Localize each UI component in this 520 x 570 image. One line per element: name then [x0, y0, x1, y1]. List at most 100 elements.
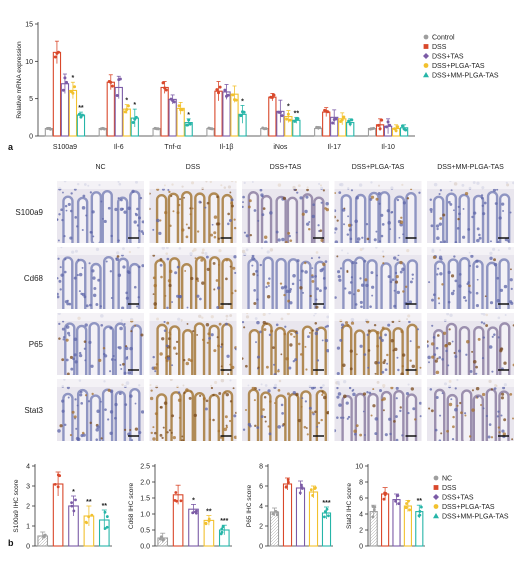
nucleus [232, 387, 235, 390]
legend-label: DSS+MM-PLGA-TAS [432, 73, 499, 80]
nucleus [292, 390, 296, 395]
nucleus [174, 271, 178, 275]
y-tick-label: 5 [29, 96, 33, 103]
nucleus [351, 389, 354, 392]
nucleus [363, 259, 367, 263]
nucleus [461, 235, 466, 239]
nucleus [476, 227, 480, 231]
data-point [275, 513, 279, 517]
nucleus [493, 387, 497, 390]
nucleus [212, 393, 215, 397]
nucleus [454, 408, 458, 412]
nucleus [397, 368, 400, 372]
nucleus [60, 273, 64, 277]
nucleus [110, 234, 113, 238]
lumen [149, 313, 237, 321]
nucleus [467, 227, 471, 231]
nucleus [73, 276, 77, 280]
nucleus [114, 207, 118, 212]
nucleus [219, 306, 224, 309]
data-point [285, 117, 289, 121]
nucleus [57, 239, 60, 242]
nucleus [338, 278, 342, 282]
crypt [341, 324, 353, 375]
nucleus [277, 238, 281, 242]
data-point [161, 538, 165, 542]
nucleus [267, 389, 271, 393]
nucleus [305, 368, 308, 371]
nucleus [442, 213, 446, 217]
nucleus [435, 224, 440, 228]
nucleus [376, 344, 380, 348]
nucleus [484, 295, 487, 298]
tissue [427, 247, 514, 309]
x-tick-label: Il-10 [381, 144, 395, 151]
nucleus [502, 209, 505, 212]
nucleus [405, 392, 410, 396]
nucleus [470, 254, 474, 258]
crypt [75, 258, 87, 309]
nucleus [67, 202, 71, 207]
nucleus [134, 324, 137, 327]
nucleus [64, 270, 67, 274]
nucleus [277, 425, 282, 429]
nucleus [447, 364, 450, 367]
nucleus [207, 332, 211, 336]
nucleus [507, 240, 510, 243]
nucleus [453, 255, 456, 258]
nucleus [78, 290, 81, 293]
nucleus [452, 415, 455, 419]
y-tick-label: 2 [26, 504, 30, 511]
nucleus [471, 408, 475, 412]
y-tick-label: 8 [259, 464, 263, 471]
bar [403, 505, 412, 547]
nucleus [109, 326, 113, 330]
crypt [472, 394, 484, 441]
ihc-score-chart: 0 2 4 6 8 P65 IHC score *** [246, 464, 333, 551]
data-point [334, 117, 338, 121]
data-point [394, 129, 398, 133]
nucleus [321, 393, 324, 396]
nucleus [512, 363, 514, 367]
nucleus [136, 207, 139, 211]
nucleus [159, 405, 163, 409]
significance-mark: * [72, 75, 75, 82]
nucleus [251, 254, 255, 258]
nucleus [95, 438, 99, 441]
nucleus [359, 344, 363, 348]
nucleus [377, 192, 381, 195]
nucleus [67, 396, 70, 399]
nucleus [210, 386, 214, 390]
nucleus [152, 426, 155, 429]
crypt [154, 259, 166, 309]
nucleus [131, 189, 135, 194]
bar [188, 508, 199, 547]
nucleus [349, 237, 353, 241]
lumen [242, 379, 329, 387]
nucleus [58, 322, 61, 326]
nucleus [336, 270, 341, 274]
nucleus [387, 323, 391, 327]
nucleus [60, 208, 63, 212]
crypt [354, 256, 366, 309]
nucleus [454, 355, 458, 359]
nucleus [482, 336, 486, 339]
data-point [271, 512, 275, 516]
nucleus [213, 349, 217, 353]
nucleus [458, 284, 462, 288]
nucleus [77, 258, 80, 261]
nucleus [272, 346, 275, 349]
data-point [396, 125, 400, 129]
x-tick-label: iNos [273, 144, 288, 151]
data-point [382, 497, 386, 501]
nucleus [355, 424, 359, 428]
nucleus [205, 399, 209, 403]
crypt [90, 262, 102, 309]
nucleus [498, 216, 502, 220]
data-point [164, 88, 168, 92]
nucleus [263, 328, 267, 331]
nucleus [84, 359, 87, 362]
nucleus [387, 221, 391, 225]
nucleus [293, 335, 296, 338]
